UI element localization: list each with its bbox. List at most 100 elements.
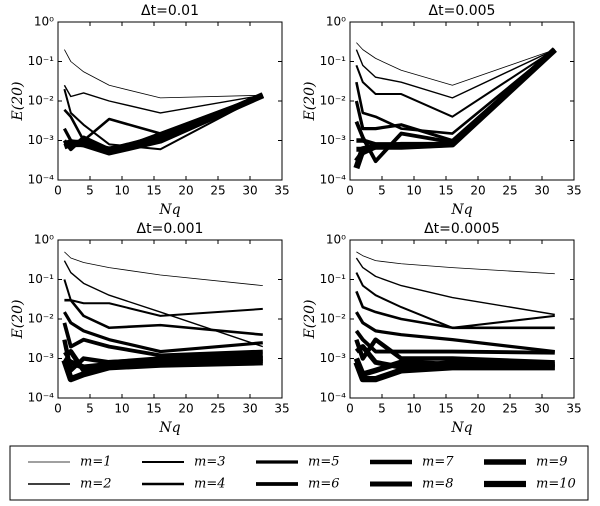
x-tick-label: 15 [438, 184, 453, 198]
x-tick-label: 10 [114, 402, 129, 416]
legend-label: m=8 [422, 477, 454, 492]
series-line [355, 48, 556, 118]
x-axis-label: Nq [450, 420, 472, 436]
series-line [354, 337, 555, 365]
x-tick-label: 5 [378, 184, 386, 198]
y-tick-label: 10⁻¹ [28, 272, 55, 286]
y-tick-label: 10⁻² [28, 312, 55, 326]
x-tick-label: 10 [114, 184, 129, 198]
x-tick-label: 25 [502, 184, 517, 198]
x-tick-label: 10 [406, 402, 421, 416]
series-line [63, 279, 263, 317]
series-line [355, 257, 555, 316]
x-tick-label: 35 [566, 184, 581, 198]
legend-label: m=9 [536, 455, 568, 470]
series-line [62, 322, 263, 358]
x-tick-label: 25 [502, 402, 517, 416]
x-tick-label: 0 [346, 184, 354, 198]
y-tick-label: 10⁻³ [28, 133, 55, 147]
x-tick-label: 20 [470, 402, 485, 416]
series-line [63, 311, 263, 354]
y-tick-label: 10⁻¹ [320, 54, 347, 68]
x-tick-label: 5 [86, 184, 94, 198]
series-line [355, 311, 555, 354]
y-tick-label: 10⁰ [326, 233, 346, 247]
x-tick-label: 10 [406, 184, 421, 198]
y-tick-label: 10⁻² [28, 94, 55, 108]
y-tick-label: 10⁻⁴ [320, 391, 347, 405]
y-tick-label: 10⁰ [34, 15, 54, 29]
y-axis-label: E(20) [302, 300, 318, 340]
series-line [353, 361, 555, 383]
series-line [61, 359, 263, 383]
x-tick-label: 35 [274, 402, 289, 416]
series-line [63, 88, 264, 151]
x-tick-label: 30 [534, 184, 549, 198]
x-tick-label: 25 [210, 184, 225, 198]
legend-label: m=1 [80, 455, 112, 470]
x-tick-label: 5 [86, 402, 94, 416]
y-tick-label: 10⁻⁴ [320, 173, 347, 187]
axes-frame [349, 21, 575, 181]
series-line [356, 251, 555, 275]
y-tick-label: 10⁰ [326, 15, 346, 29]
series-line [356, 42, 555, 86]
y-tick-label: 10⁻⁴ [28, 391, 55, 405]
legend-label: m=7 [422, 455, 454, 470]
series-line [356, 47, 557, 152]
series-line [64, 298, 263, 337]
legend-label: m=5 [308, 455, 340, 470]
y-axis-label: E(20) [10, 300, 26, 340]
x-tick-label: 0 [54, 184, 62, 198]
y-tick-label: 10⁻¹ [320, 272, 347, 286]
legend-box [9, 445, 589, 501]
legend-label: m=10 [536, 477, 576, 492]
subplot-title: Δt=0.001 [137, 221, 204, 237]
subplot-title: Δt=0.01 [141, 3, 199, 19]
x-tick-label: 15 [146, 402, 161, 416]
y-tick-label: 10⁻³ [320, 351, 347, 365]
series-line [64, 251, 263, 287]
x-axis-label: Nq [158, 420, 180, 436]
y-axis-label: E(20) [10, 82, 26, 122]
legend-label: m=3 [194, 455, 226, 470]
x-tick-label: 30 [534, 402, 549, 416]
x-tick-label: 20 [178, 402, 193, 416]
x-tick-label: 15 [438, 402, 453, 416]
y-tick-label: 10⁻³ [320, 133, 347, 147]
x-axis-label: Nq [450, 202, 472, 218]
x-tick-label: 5 [378, 402, 386, 416]
x-tick-label: 30 [242, 184, 257, 198]
series-line [355, 290, 555, 330]
x-tick-label: 20 [178, 184, 193, 198]
x-tick-label: 0 [54, 402, 62, 416]
x-axis-label: Nq [158, 202, 180, 218]
axes-frame [57, 239, 283, 399]
series-line [63, 84, 263, 114]
series-line [355, 48, 556, 135]
subplot-title: Δt=0.0005 [424, 221, 500, 237]
series-line [64, 49, 263, 99]
x-tick-label: 0 [346, 402, 354, 416]
legend-label: m=2 [80, 477, 112, 492]
x-tick-label: 35 [274, 184, 289, 198]
x-tick-label: 30 [242, 402, 257, 416]
y-tick-label: 10⁻² [320, 312, 347, 326]
series-line [355, 48, 556, 99]
series-line [63, 92, 265, 156]
y-tick-label: 10⁻³ [28, 351, 55, 365]
axes-frame [349, 239, 575, 399]
y-tick-label: 10⁰ [34, 233, 54, 247]
legend-label: m=4 [194, 477, 226, 492]
x-tick-label: 20 [470, 184, 485, 198]
subplot-title: Δt=0.005 [429, 3, 496, 19]
x-tick-label: 15 [146, 184, 161, 198]
y-tick-label: 10⁻² [320, 94, 347, 108]
axes-frame [57, 21, 283, 181]
x-tick-label: 25 [210, 402, 225, 416]
y-tick-label: 10⁻⁴ [28, 173, 55, 187]
x-tick-label: 35 [566, 402, 581, 416]
y-tick-label: 10⁻¹ [28, 54, 55, 68]
